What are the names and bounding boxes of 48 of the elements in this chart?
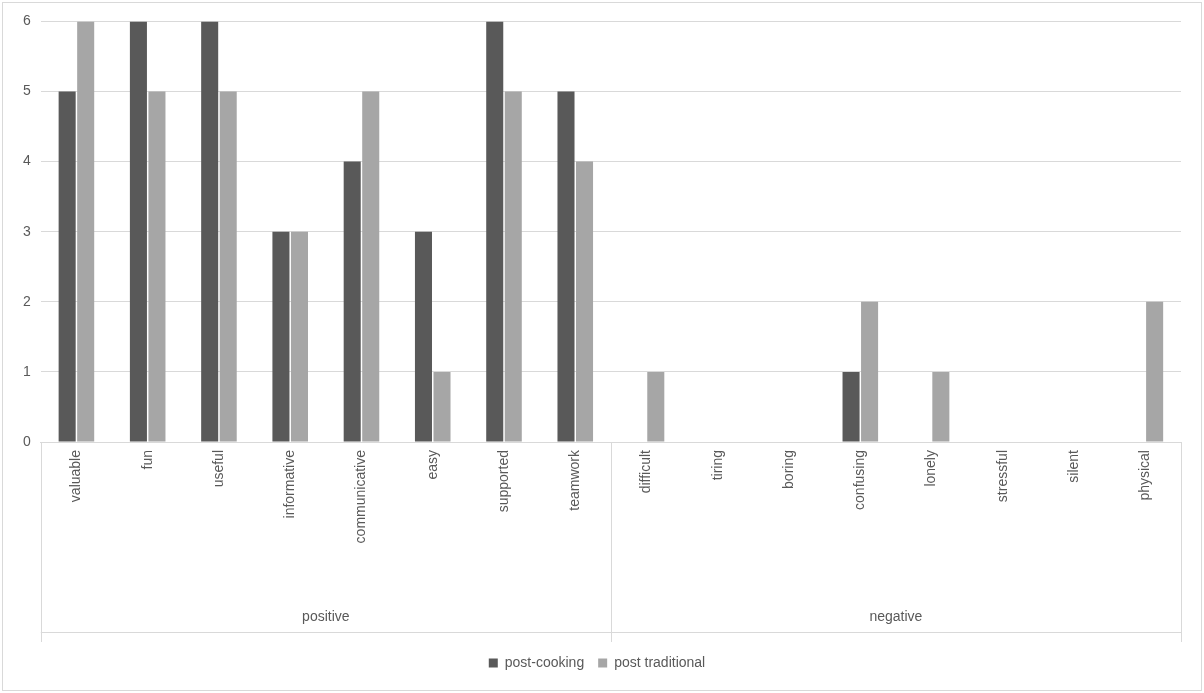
bar [129, 21, 147, 442]
y-tick-label: 5 [22, 82, 31, 99]
bar [576, 161, 594, 442]
bar [219, 91, 237, 442]
bar [486, 21, 504, 442]
y-tick-label: 2 [22, 292, 31, 309]
x-tick-label: easy [423, 450, 440, 480]
x-tick-label: silent [1064, 449, 1081, 483]
x-tick-label: physical [1136, 450, 1153, 501]
y-tick-label: 1 [22, 362, 31, 379]
y-tick-label: 3 [22, 222, 31, 239]
bar [842, 371, 860, 442]
bar [148, 91, 166, 442]
x-tick-label: lonely [922, 450, 939, 487]
x-tick-label: useful [209, 450, 226, 488]
x-tick-label: valuable [67, 449, 84, 503]
bar [414, 231, 432, 442]
bar [433, 371, 451, 442]
bar [932, 371, 950, 442]
bar [362, 91, 380, 442]
bar [77, 21, 95, 442]
text: negative [869, 607, 923, 624]
bar [504, 91, 522, 442]
x-tick-label: tiring [708, 450, 725, 481]
bar [272, 231, 290, 442]
x-tick-label: informative [281, 449, 298, 519]
x-tick-label: confusing [851, 450, 868, 510]
bar [290, 231, 308, 442]
bar [1146, 301, 1164, 442]
y-tick-label: 4 [22, 152, 31, 169]
x-tick-label: boring [779, 450, 796, 489]
x-tick-label: stressful [993, 450, 1010, 503]
x-tick-label: communicative [352, 449, 369, 544]
x-tick-label: fun [138, 450, 155, 470]
bar [647, 371, 665, 442]
x-tick-label: difficult [637, 449, 654, 494]
x-tick-label: teamwork [566, 449, 583, 511]
bar [201, 21, 219, 442]
bar [58, 91, 76, 442]
y-tick-label: 6 [22, 12, 31, 29]
bar [343, 161, 361, 442]
legend-label: post traditional [614, 653, 706, 670]
bar [557, 91, 575, 442]
bar [861, 301, 879, 442]
text: positive [302, 607, 350, 624]
legend-label: post-cooking [504, 653, 585, 670]
x-tick-label: supported [494, 450, 511, 513]
y-tick-label: 0 [22, 432, 31, 449]
